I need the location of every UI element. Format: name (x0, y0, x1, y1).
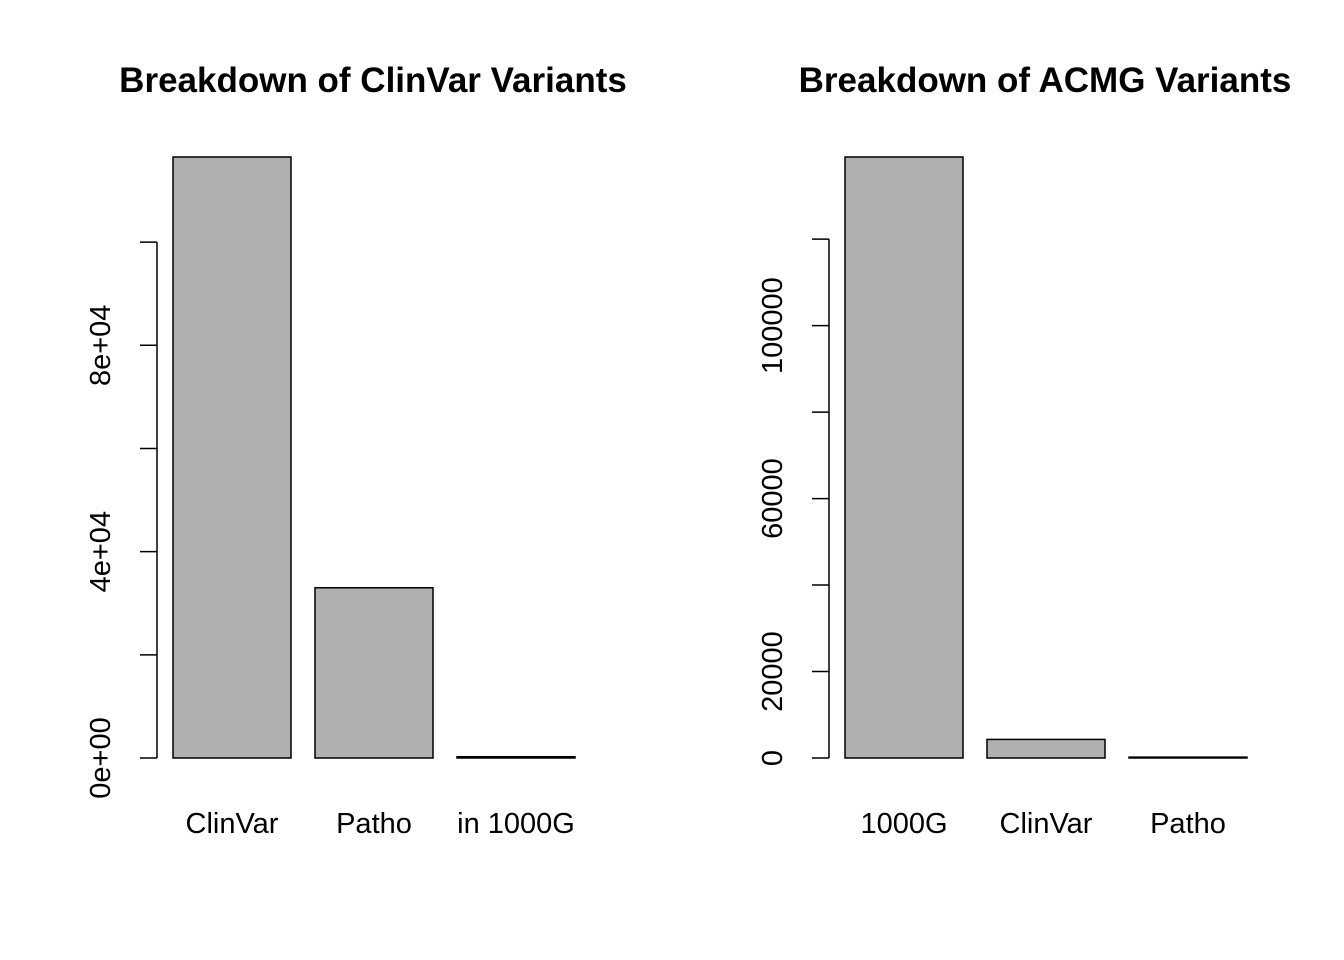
y-tick-label: 0e+00 (85, 717, 117, 798)
chart-title-acmg: Breakdown of ACMG Variants (799, 61, 1292, 100)
y-tick-label: 4e+04 (85, 511, 117, 592)
bar-patho (314, 587, 434, 759)
y-tick-label: 0 (757, 750, 789, 766)
y-tick-label: 100000 (757, 277, 789, 374)
bar-patho (1128, 756, 1248, 759)
chart-title-clinvar: Breakdown of ClinVar Variants (119, 61, 627, 100)
bar-clinvar (172, 156, 292, 759)
x-tick-label: 1000G (860, 808, 947, 840)
y-tick-label: 8e+04 (85, 305, 117, 386)
bar-1000g (844, 156, 964, 759)
bar-clinvar (986, 738, 1106, 759)
x-tick-label: ClinVar (1000, 808, 1093, 840)
bar-in-1000g (456, 755, 576, 759)
x-tick-label: ClinVar (186, 808, 279, 840)
acmg-panel: Breakdown of ACMG Variants 1000G ClinVar P… (757, 61, 1291, 840)
y-tick-label: 60000 (757, 458, 789, 539)
x-tick-label: Patho (1150, 808, 1226, 840)
y-tick-label: 20000 (757, 631, 789, 712)
x-tick-label: Patho (336, 808, 412, 840)
clinvar-panel: Breakdown of ClinVar Variants ClinVar Pat… (85, 61, 627, 840)
x-tick-label: in 1000G (457, 808, 575, 840)
